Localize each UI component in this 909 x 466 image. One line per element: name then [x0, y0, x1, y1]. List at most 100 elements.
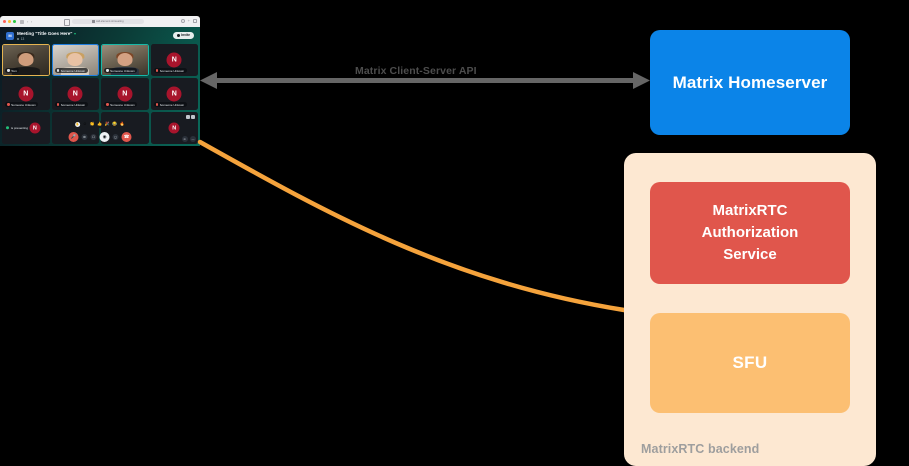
auth-label-line-3: Service: [723, 246, 777, 264]
browser-toolbar-right[interactable]: +: [180, 18, 197, 24]
room-title-row[interactable]: Meeting "Title Goes Here": [17, 31, 77, 36]
lock-icon: [92, 19, 95, 23]
call-secondary-controls[interactable]: ☺ ⋯: [181, 136, 196, 142]
matrix-homeserver-label: Matrix Homeserver: [672, 72, 828, 92]
browser-chrome: ‹ › call.element.io/meeting +: [0, 16, 200, 27]
reaction-picker[interactable]: ✋ ☺ 👏 👍 🎉 😂 🔥: [72, 120, 128, 128]
sfu-box[interactable]: SFU: [650, 313, 850, 413]
participant-name: Someone Unkown: [60, 102, 86, 107]
reaction-icon-1[interactable]: 👏: [89, 121, 95, 127]
microphone-icon: [56, 68, 60, 73]
room-avatar: M: [6, 31, 14, 40]
participant-avatar: N: [67, 86, 83, 102]
microphone-icon: [191, 115, 195, 119]
participant-name: Someone Unkown: [110, 68, 135, 73]
browser-nav-controls[interactable]: ‹ ›: [20, 18, 33, 24]
person-head: [18, 53, 34, 66]
participant-avatar: N: [117, 86, 133, 102]
reaction-icon-0[interactable]: ☺: [82, 121, 87, 127]
reaction-icon-5[interactable]: 🔥: [119, 121, 125, 127]
invite-icon: [176, 33, 180, 37]
participant-name: Tom: [11, 68, 17, 73]
screenshare-icon: [185, 115, 190, 119]
participant-name-chip: Tom: [5, 68, 20, 73]
person-head: [117, 53, 133, 66]
person-head: [67, 53, 83, 66]
microphone-muted-icon: [106, 102, 109, 107]
participant-tile[interactable]: N Someone Unkown: [101, 78, 149, 110]
share-icon[interactable]: [180, 19, 185, 24]
participant-name-chip: Someone Unkown: [104, 102, 138, 107]
forward-icon[interactable]: ›: [30, 18, 33, 24]
new-tab-icon[interactable]: +: [187, 18, 190, 24]
call-control-bar[interactable]: 🎤 ⚙ ☐ ◉ ◻ ☎: [68, 130, 132, 144]
close-window-icon[interactable]: [3, 19, 7, 24]
participant-tile[interactable]: Tom: [2, 44, 50, 76]
participant-tile[interactable]: N Someone Unkown: [150, 44, 198, 76]
reaction-icon-4[interactable]: 😂: [112, 121, 118, 127]
participant-name: Someone Unkown: [60, 68, 86, 73]
end-call-button[interactable]: ☎: [121, 132, 132, 142]
tabs-overview-icon[interactable]: [193, 19, 197, 24]
address-bar[interactable]: call.element.io/meeting: [72, 18, 144, 24]
matrixrtc-backend-label: MatrixRTC backend: [641, 442, 760, 456]
invite-button[interactable]: Invite: [172, 31, 194, 39]
participant-avatar: N: [29, 122, 41, 134]
shield-icon[interactable]: [64, 19, 71, 26]
participant-name-chip: Someone Unkown: [104, 68, 138, 73]
address-bar-text: call.element.io/meeting: [95, 19, 124, 23]
participant-name: Someone Unkown: [159, 68, 185, 73]
microphone-muted-icon: [155, 68, 159, 73]
call-header: M Meeting "Title Goes Here" 13: [0, 27, 200, 45]
tile-status-badges: [185, 115, 195, 119]
zoom-window-icon[interactable]: [12, 19, 17, 24]
matrixrtc-authorization-service-box[interactable]: MatrixRTC Authorization Service: [650, 182, 850, 284]
raise-hand-icon[interactable]: ✋: [75, 121, 81, 127]
settings-button[interactable]: ⚙: [81, 134, 88, 140]
more-options-button[interactable]: ⋯: [190, 136, 196, 142]
auth-label-line-1: MatrixRTC: [712, 201, 788, 219]
chat-button[interactable]: ☐: [90, 134, 97, 140]
participant-avatar: N: [18, 86, 34, 102]
participant-avatar: N: [168, 122, 180, 134]
participant-tile[interactable]: Someone Unkown: [101, 44, 149, 76]
window-traffic-lights[interactable]: [3, 19, 17, 24]
matrixrtc-authorization-service-label: MatrixRTC Authorization Service: [702, 200, 799, 266]
participant-avatar: N: [166, 86, 182, 102]
video-call-app: M Meeting "Title Goes Here" 13 Invite: [0, 27, 200, 146]
microphone-icon: [7, 68, 10, 73]
participant-name-chip: Someone Unkown: [54, 102, 88, 107]
microphone-muted-icon: [7, 102, 10, 107]
share-screen-button[interactable]: ◻: [112, 134, 119, 140]
back-icon[interactable]: ‹: [26, 18, 29, 24]
microphone-muted-icon: [56, 102, 60, 107]
camera-button[interactable]: ◉: [99, 132, 110, 142]
participant-tile[interactable]: N Someone Unkown: [51, 78, 99, 110]
participant-avatar: N: [166, 52, 182, 68]
microphone-icon: [106, 68, 109, 73]
participant-tile[interactable]: Someone Unkown: [51, 44, 99, 76]
matrix-homeserver-box[interactable]: Matrix Homeserver: [650, 30, 850, 135]
sidebar-toggle-icon[interactable]: [20, 19, 25, 24]
invite-button-label: Invite: [181, 33, 190, 37]
auth-label-line-2: Authorization: [701, 223, 799, 241]
reaction-icon-3[interactable]: 🎉: [104, 121, 110, 127]
room-title: Meeting "Title Goes Here": [17, 31, 73, 36]
screenshare-tile[interactable]: is presenting N: [2, 112, 50, 144]
participant-tile[interactable]: N Someone Unkown: [150, 78, 198, 110]
microphone-button[interactable]: 🎤: [68, 132, 79, 142]
browser-window: ‹ › call.element.io/meeting + M Meeting …: [0, 16, 200, 146]
microphone-muted-icon: [155, 102, 159, 107]
participant-tile[interactable]: N Someone Unkown: [2, 78, 50, 110]
reaction-icon-2[interactable]: 👍: [97, 121, 103, 127]
room-meta: Meeting "Title Goes Here" 13: [17, 31, 77, 41]
participants-icon: [17, 37, 20, 41]
participant-name-chip: Someone Unkown: [153, 102, 187, 107]
chevron-down-icon[interactable]: [74, 32, 77, 35]
minimize-window-icon[interactable]: [7, 19, 12, 24]
participant-name-chip: Someone Unkown: [5, 102, 39, 107]
participant-name: Someone Unkown: [11, 102, 36, 107]
participant-name-chip: Someone Unkown: [153, 68, 187, 73]
participants-button[interactable]: ☺: [181, 136, 188, 142]
